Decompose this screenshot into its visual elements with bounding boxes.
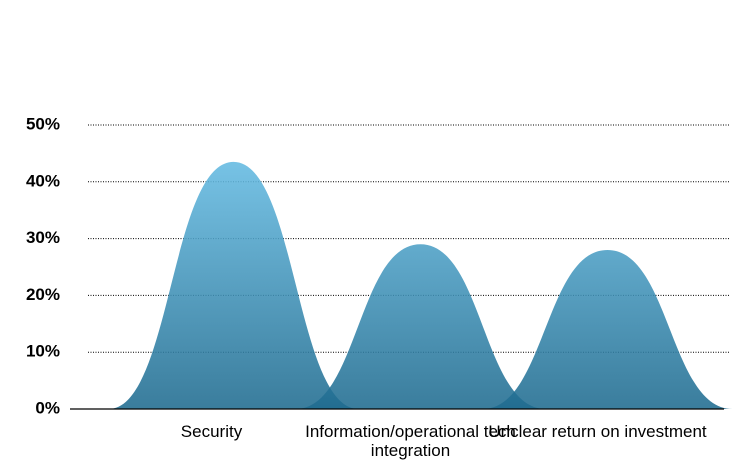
x-tick-label: Information/operational tech integration [305, 422, 516, 460]
y-tick-label: 30% [26, 228, 60, 247]
y-tick-label: 50% [26, 114, 60, 133]
y-tick-label: 0% [35, 398, 60, 417]
bell [482, 249, 733, 409]
x-tick-label: Unclear return on investment [488, 422, 707, 441]
y-tick-label: 10% [26, 342, 60, 361]
y-tick-label: 40% [26, 171, 60, 190]
bell [295, 244, 546, 409]
bell [108, 161, 359, 409]
x-tick-label: Security [180, 422, 243, 441]
y-tick-label: 20% [26, 285, 60, 304]
